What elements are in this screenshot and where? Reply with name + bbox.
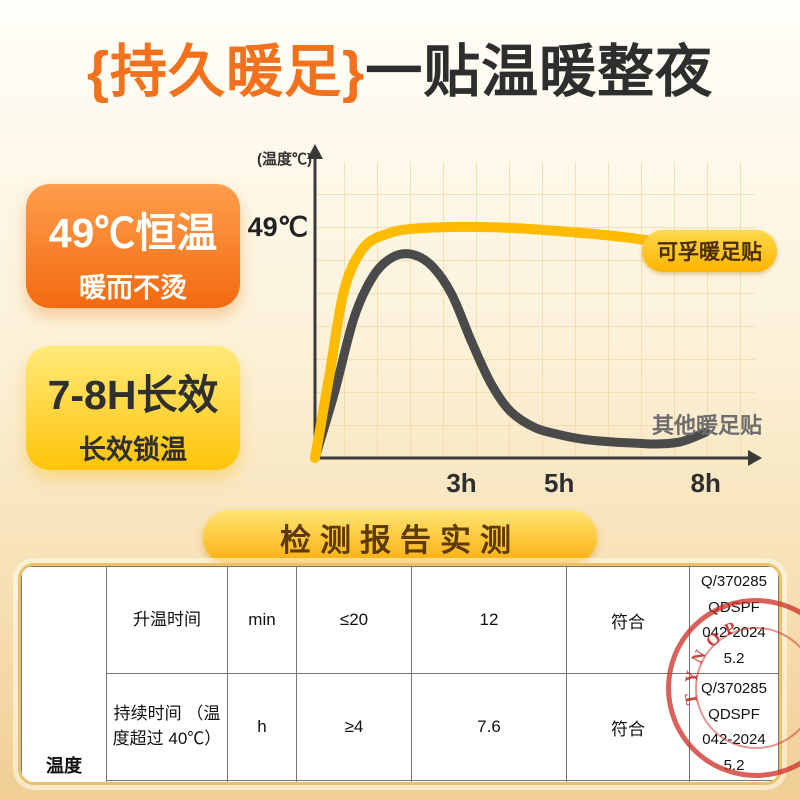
table-cell-ref: Q/370285 QDSPF 042-2024 5.2 bbox=[689, 566, 779, 674]
table-cell-unit: ℃ bbox=[227, 780, 297, 782]
y-axis-tick-49: 49℃ bbox=[247, 212, 308, 242]
table-cell-unit: h bbox=[227, 673, 297, 781]
feature-badge-long-lasting: 7-8H长效 长效锁温 bbox=[26, 346, 240, 470]
table-row: 最高温度℃≤7553.1符合Q/370285 QDSPF 042-2024 5.… bbox=[22, 780, 779, 782]
x-axis-tick: 3h bbox=[446, 468, 476, 498]
table-category-cell: 温度特性 bbox=[21, 566, 107, 782]
table-cell-meas: 12 bbox=[411, 566, 567, 674]
badge-title: 7-8H长效 bbox=[47, 372, 219, 418]
feature-badge-constant-temp: 49℃恒温 暖而不烫 bbox=[26, 184, 240, 308]
table-cell-std: ≥4 bbox=[296, 673, 412, 781]
x-axis-tick: 8h bbox=[691, 468, 721, 498]
table-cell-item: 持续时间 （温度超过 40℃） bbox=[106, 673, 228, 781]
temperature-line-chart: 3h 5h 8h bbox=[307, 144, 762, 498]
table-cell-ref: Q/370285 QDSPF 042-2024 5.2 bbox=[689, 673, 779, 781]
table-cell-item: 最高温度 bbox=[106, 780, 228, 782]
title-highlight: {持久暖足} bbox=[86, 40, 366, 104]
page-title: {持久暖足}一贴温暖整夜 bbox=[0, 26, 800, 108]
badge-subtitle: 长效锁温 bbox=[79, 435, 187, 465]
x-axis-arrow-icon bbox=[748, 450, 762, 466]
table-cell-std: ≤75 bbox=[296, 780, 412, 782]
badge-title: 49℃恒温 bbox=[48, 210, 218, 256]
table-cell-unit: min bbox=[227, 566, 297, 674]
chart-x-ticks: 3h 5h 8h bbox=[446, 468, 721, 498]
title-rest: 一贴温暖整夜 bbox=[365, 40, 714, 104]
y-axis-label: (温度℃) bbox=[257, 151, 312, 168]
table-cell-item: 升温时间 bbox=[106, 566, 228, 674]
y-axis-arrow-icon bbox=[307, 144, 323, 159]
series-label-kefu: 可孚暖足贴 bbox=[642, 230, 777, 272]
table-cell-meas: 7.6 bbox=[411, 673, 567, 781]
x-axis-tick: 5h bbox=[544, 468, 574, 498]
test-report-button[interactable]: 检测报告实测 bbox=[203, 510, 597, 564]
table-cell-res: 符合 bbox=[566, 780, 690, 782]
table-cell-res: 符合 bbox=[566, 566, 690, 674]
table-cell-meas: 53.1 bbox=[411, 780, 567, 782]
table-cell-res: 符合 bbox=[566, 673, 690, 781]
series-curve-1 bbox=[310, 249, 711, 463]
table-cell-std: ≤20 bbox=[296, 566, 412, 674]
table-row: 持续时间 （温度超过 40℃） h ≥4 7.6 符合 Q/370285 QDSPF 04… bbox=[22, 673, 779, 781]
chart-grid bbox=[315, 162, 755, 458]
table-cell-ref: Q/370285 QDSPF 042-2024 5.2 bbox=[689, 780, 779, 782]
series-label-other: 其他暖足贴 bbox=[652, 413, 763, 438]
badge-subtitle: 暖而不烫 bbox=[79, 273, 187, 303]
